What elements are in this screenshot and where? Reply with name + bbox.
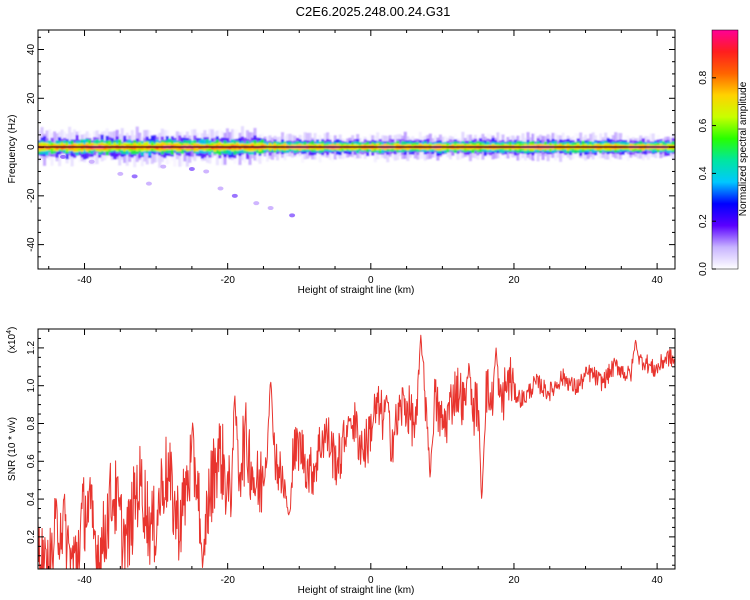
snr-y-axis: 0.2 0.4 0.6 0.8 1.0 1.2 [26, 337, 675, 566]
spectrogram-scatter-group [60, 154, 296, 218]
spectrogram-scatter-point-7 [203, 169, 210, 174]
spectrogram-scatter-point-5 [160, 164, 167, 169]
spectrogram-y-tick-label-4: -40 [26, 237, 37, 252]
spectrogram-scatter-point-6 [188, 167, 195, 172]
spectrogram-scatter-point-9 [231, 193, 238, 198]
spectrogram-x-tick-label-1: -20 [220, 275, 235, 286]
colorbar-tick-label-2: 0.4 [698, 166, 709, 180]
snr-series-line [38, 334, 675, 569]
snr-x-tick-label-2: 0 [368, 575, 374, 586]
snr-y-tick-label-0: 0.2 [26, 529, 37, 543]
snr-x-tick-label-0: -40 [77, 575, 92, 586]
spectrogram-x-tick-label-2: 0 [368, 275, 374, 286]
snr-x-tick-label-1: -20 [220, 575, 235, 586]
spectrogram-scatter-point-12 [289, 213, 296, 218]
colorbar-tick-label-3: 0.6 [698, 118, 709, 132]
spectrogram-scatter-point-10 [253, 201, 260, 206]
spectrogram-y-tick-label-3: -20 [26, 188, 37, 203]
spectrogram-y-tick-label-2: 0 [26, 144, 37, 150]
colorbar-label: Normalized spectral amplitude [738, 81, 749, 216]
colorbar-tick-label-0: 0.0 [698, 262, 709, 276]
colorbar-tick-label-4: 0.8 [698, 70, 709, 84]
snr-y-tick-label-5: 1.2 [26, 341, 37, 355]
spectrogram-scatter-point-1 [88, 159, 95, 164]
colorbar: 0.0 0.2 0.4 0.6 0.8 Normalized spectral ampl… [698, 29, 749, 276]
snr-x-label: Height of straight line (km) [298, 585, 415, 596]
y-scale-close: ) [7, 327, 18, 330]
snr-x-axis: -40 -20 0 20 40 [48, 329, 664, 586]
spectrogram-y-axis: 40 20 0 -20 -40 [26, 36, 675, 270]
snr-y-tick-label-1: 0.4 [26, 492, 37, 506]
spectrogram-x-tick-label-0: -40 [77, 275, 92, 286]
spectrogram-scatter-point-4 [145, 181, 152, 186]
snr-y-label: SNR (10 * v/v) [7, 417, 18, 481]
spectrogram-x-label: Height of straight line (km) [298, 285, 415, 296]
snr-frame [37, 328, 676, 570]
colorbar-ticks: 0.0 0.2 0.4 0.6 0.8 [698, 70, 716, 276]
spectrogram-panel: -40 -20 0 20 40 40 20 0 -20 -40 Height of straig… [7, 29, 676, 296]
colorbar-tick-label-1: 0.2 [698, 214, 709, 228]
y-scale-base: (x10 [7, 333, 18, 353]
spectrogram-x-tick-label-4: 40 [652, 275, 664, 286]
spectrogram-scatter-point-11 [267, 206, 274, 211]
figure-title: C2E6.2025.248.00.24.G31 [296, 4, 451, 19]
spectrogram-x-tick-label-3: 20 [508, 275, 520, 286]
snr-x-tick-label-4: 40 [652, 575, 664, 586]
snr-y-tick-label-4: 1.0 [26, 378, 37, 392]
spectrogram-scatter-point-2 [117, 171, 124, 176]
snr-background [38, 329, 675, 569]
snr-y-tick-label-2: 0.6 [26, 454, 37, 468]
colorbar-bar [711, 29, 739, 270]
spectrogram-scatter-point-0 [60, 154, 67, 159]
snr-y-tick-label-3: 0.8 [26, 416, 37, 430]
y-scale-exponent: 4 [6, 330, 13, 334]
spectrogram-x-axis: -40 -20 0 20 40 [48, 30, 664, 286]
spectrogram-y-label: Frequency (Hz) [7, 115, 18, 184]
spectrogram-scatter-point-8 [217, 186, 224, 191]
snr-y-scale-label: (x104) [6, 327, 18, 354]
spectrogram-scatter-point-3 [131, 174, 138, 179]
spectrogram-y-tick-label-1: 20 [26, 92, 37, 104]
snr-panel: -40 -20 0 20 40 0.2 0.4 0.6 0.8 1.0 1.2 Height of… [6, 327, 676, 596]
spectrogram-frame [37, 29, 676, 270]
svg-text:(x104): (x104) [6, 327, 18, 354]
spectrogram-y-tick-label-0: 40 [26, 44, 37, 56]
snr-x-tick-label-3: 20 [508, 575, 520, 586]
